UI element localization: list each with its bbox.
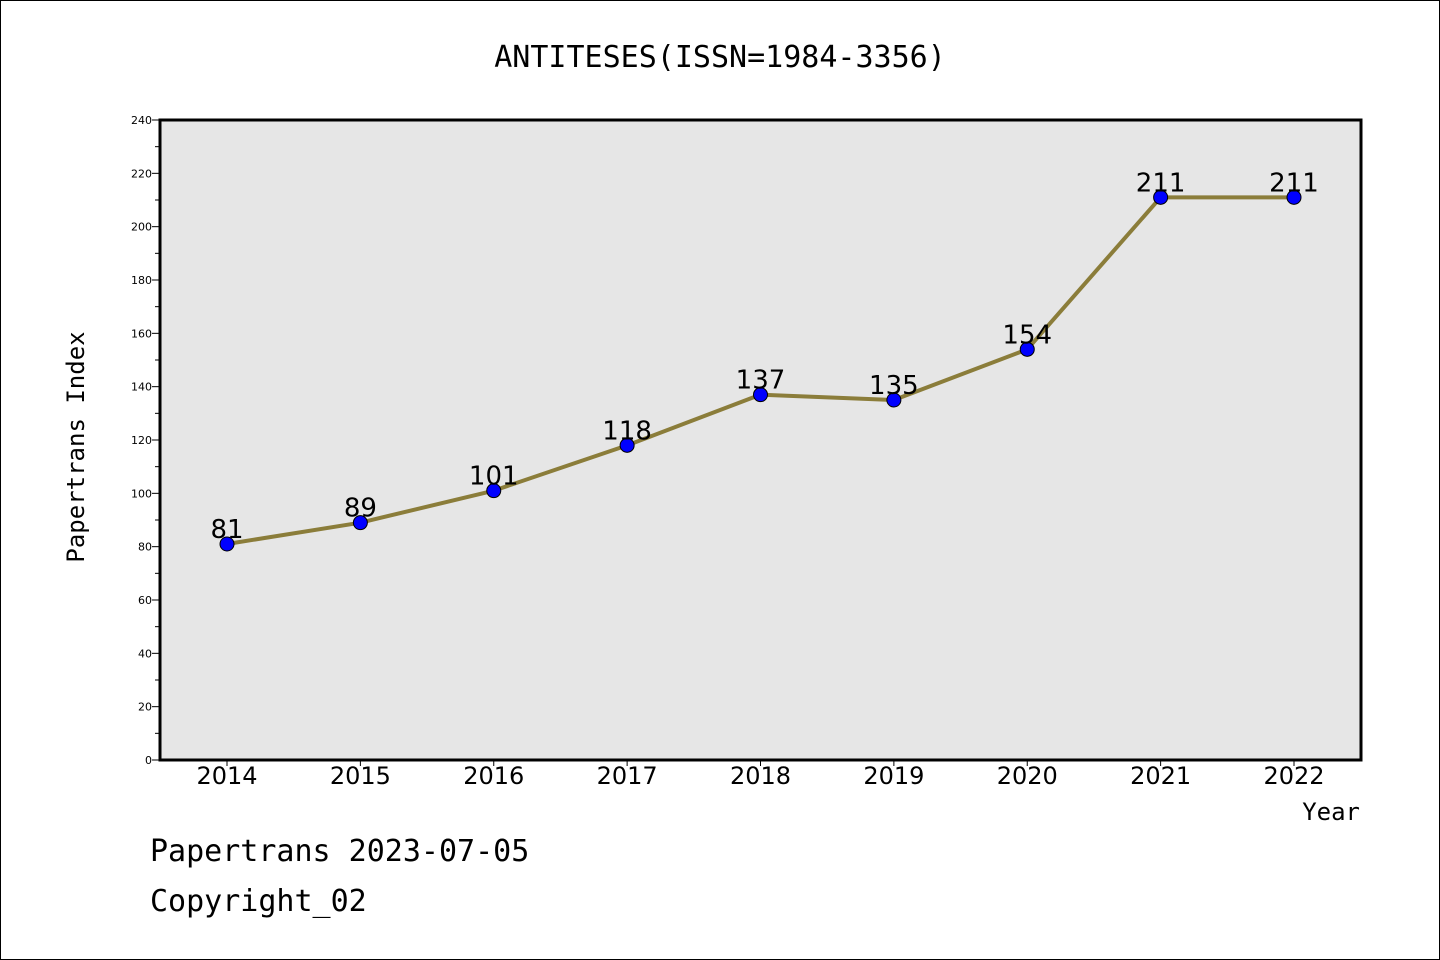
x-tick-label: 2021	[1130, 762, 1191, 790]
data-label: 81	[210, 515, 243, 545]
x-tick-label: 2017	[597, 762, 658, 790]
plot-border	[158, 118, 1363, 762]
x-tick-label: 2014	[196, 762, 257, 790]
plot-area	[160, 120, 1361, 760]
x-tick-label: 2015	[330, 762, 391, 790]
x-tick-label: 2019	[863, 762, 924, 790]
y-tick-label: 180	[131, 274, 152, 287]
data-point	[486, 483, 502, 499]
y-tick-label: 200	[131, 221, 152, 234]
data-point	[753, 387, 768, 403]
footer-date: Papertrans 2023-07-05	[150, 834, 530, 869]
y-tick-label: 140	[131, 381, 152, 394]
y-tick-label: 40	[138, 647, 152, 660]
y-tick-label: 240	[131, 114, 152, 127]
data-label: 135	[869, 371, 919, 401]
y-axis: 0 20 40 60 80 100 120 140 160 180 200 220 240	[131, 114, 160, 767]
data-label: 101	[469, 462, 519, 492]
y-tick-label: 60	[138, 594, 152, 607]
x-tick-label: 2016	[463, 762, 524, 790]
x-tick-label: 2020	[997, 762, 1058, 790]
x-tick-label: 2022	[1263, 762, 1324, 790]
data-label: 89	[344, 494, 377, 524]
data-label: 137	[736, 366, 786, 396]
y-tick-label: 120	[131, 434, 152, 447]
y-tick-label: 160	[131, 327, 152, 340]
footer-copyright: Copyright_02	[150, 884, 367, 919]
data-point	[886, 392, 902, 408]
y-tick-label: 80	[138, 541, 152, 554]
data-point	[619, 437, 635, 453]
x-axis: 2014 2015 2016 2017 2018 2019 2020 2021 2022	[196, 760, 1325, 790]
data-point	[1019, 341, 1035, 357]
data-point	[1153, 189, 1169, 205]
data-label: 211	[1136, 168, 1186, 198]
data-point	[219, 536, 235, 552]
data-label: 211	[1269, 168, 1319, 198]
x-tick-label: 2018	[730, 762, 791, 790]
data-label: 154	[1002, 320, 1052, 350]
y-tick-label: 20	[138, 701, 152, 714]
y-tick-label: 0	[145, 754, 152, 767]
y-axis-label: Papertrans Index	[62, 331, 90, 562]
data-point	[352, 515, 368, 531]
y-tick-label: 220	[131, 167, 152, 180]
data-point	[1286, 189, 1302, 205]
series-group: 81 89 101 118 137 135 154 211 211	[210, 168, 1319, 552]
chart-title: ANTITESES(ISSN=1984-3356)	[494, 40, 946, 75]
y-tick-label: 100	[131, 487, 152, 500]
x-axis-label: Year	[1302, 798, 1360, 826]
data-label: 118	[602, 416, 652, 446]
